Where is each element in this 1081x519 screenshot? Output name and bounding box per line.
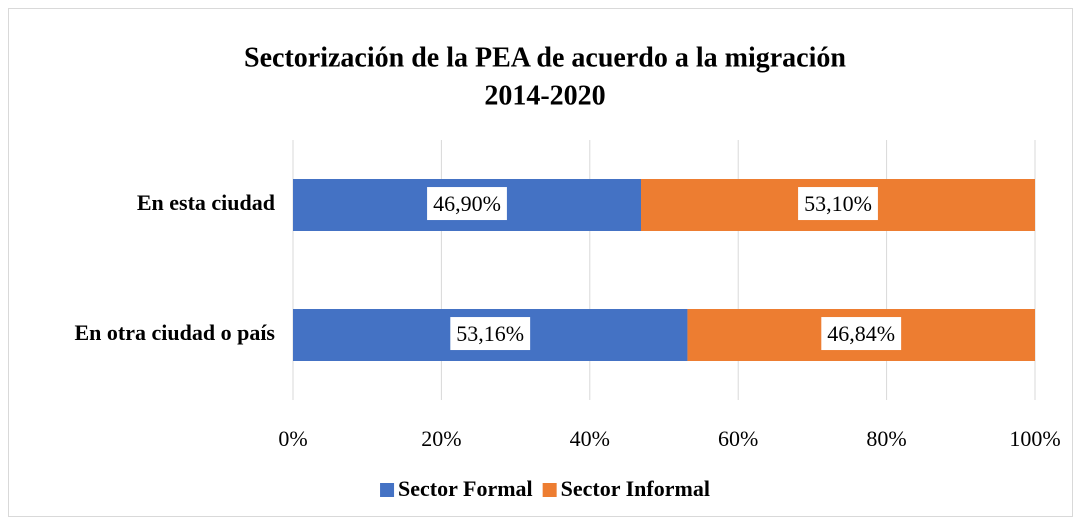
chart-frame <box>8 8 1073 517</box>
legend-label: Sector Formal <box>398 476 533 501</box>
y-tick-label: En otra ciudad o país <box>75 320 276 345</box>
data-label: 53,10% <box>804 191 872 216</box>
data-label-box <box>427 187 507 221</box>
x-tick-label: 0% <box>278 426 307 451</box>
data-label-box <box>798 187 878 221</box>
legend-swatch <box>380 483 395 497</box>
chart-title: Sectorización de la PEA de acuerdo a la … <box>244 42 846 73</box>
chart-title: 2014-2020 <box>484 80 605 111</box>
y-tick-label: En esta ciudad <box>137 190 275 215</box>
x-tick-label: 100% <box>1009 426 1060 451</box>
legend-swatch <box>542 483 557 497</box>
legend-label: Sector Informal <box>561 476 710 501</box>
data-label-box <box>821 317 902 351</box>
data-label: 46,84% <box>827 321 895 346</box>
x-tick-label: 40% <box>570 426 610 451</box>
x-tick-label: 60% <box>718 426 758 451</box>
x-tick-label: 20% <box>421 426 461 451</box>
x-tick-label: 80% <box>866 426 906 451</box>
data-label: 46,90% <box>433 191 501 216</box>
data-label: 53,16% <box>456 321 524 346</box>
data-label-box <box>450 317 531 351</box>
